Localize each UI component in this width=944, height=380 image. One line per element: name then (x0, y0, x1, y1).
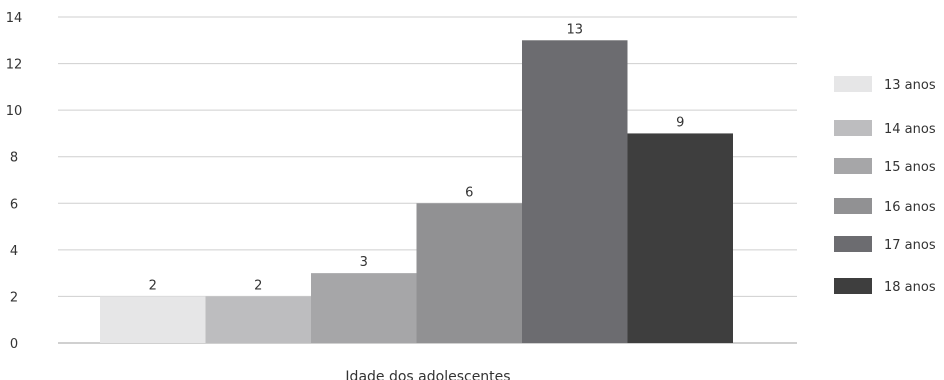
y-tick-label: 12 (6, 58, 23, 73)
y-tick-label: 4 (10, 244, 18, 259)
data-label: 9 (676, 115, 684, 130)
legend-swatch (834, 278, 872, 294)
legend-swatch (834, 158, 872, 174)
legend-swatch (834, 120, 872, 136)
legend-swatch (834, 198, 872, 214)
bar-16-anos (416, 203, 522, 343)
legend-item: 14 anos (834, 120, 936, 137)
x-axis-title: Idade dos adolescentes (345, 369, 510, 380)
y-tick-label: 6 (10, 197, 18, 212)
legend-item: 13 anos (834, 76, 936, 93)
y-axis-ticks: 0 2 4 6 8 10 12 14 (6, 11, 23, 352)
y-tick-label: 10 (6, 104, 23, 119)
data-label: 13 (566, 22, 583, 37)
y-tick-label: 2 (10, 290, 18, 305)
y-tick-label: 14 (6, 11, 23, 26)
data-label: 6 (465, 185, 473, 200)
bar-18-anos (627, 133, 733, 343)
legend-item: 16 anos (834, 198, 936, 215)
legend-label: 16 anos (884, 200, 936, 215)
bar-17-anos (522, 40, 628, 344)
bar-15-anos (311, 273, 417, 343)
data-label: 2 (149, 278, 157, 293)
data-label: 3 (360, 255, 368, 270)
legend-swatch (834, 236, 872, 252)
legend-label: 15 anos (884, 160, 936, 175)
legend-swatch (834, 76, 872, 92)
data-labels: 2 2 3 6 13 9 (149, 22, 685, 293)
legend: 13 anos 14 anos 15 anos 16 anos 17 anos 18 an… (834, 76, 936, 295)
legend-label: 18 anos (884, 280, 936, 295)
y-tick-label: 8 (10, 151, 18, 166)
legend-label: 17 anos (884, 238, 936, 253)
legend-item: 17 anos (834, 236, 936, 253)
bar-14-anos (205, 296, 311, 343)
bars (100, 40, 733, 344)
bar-13-anos (100, 296, 206, 343)
legend-item: 15 anos (834, 158, 936, 175)
data-label: 2 (254, 278, 262, 293)
legend-label: 13 anos (884, 78, 936, 93)
legend-label: 14 anos (884, 122, 936, 137)
legend-item: 18 anos (834, 278, 936, 295)
y-tick-label: 0 (10, 337, 18, 352)
